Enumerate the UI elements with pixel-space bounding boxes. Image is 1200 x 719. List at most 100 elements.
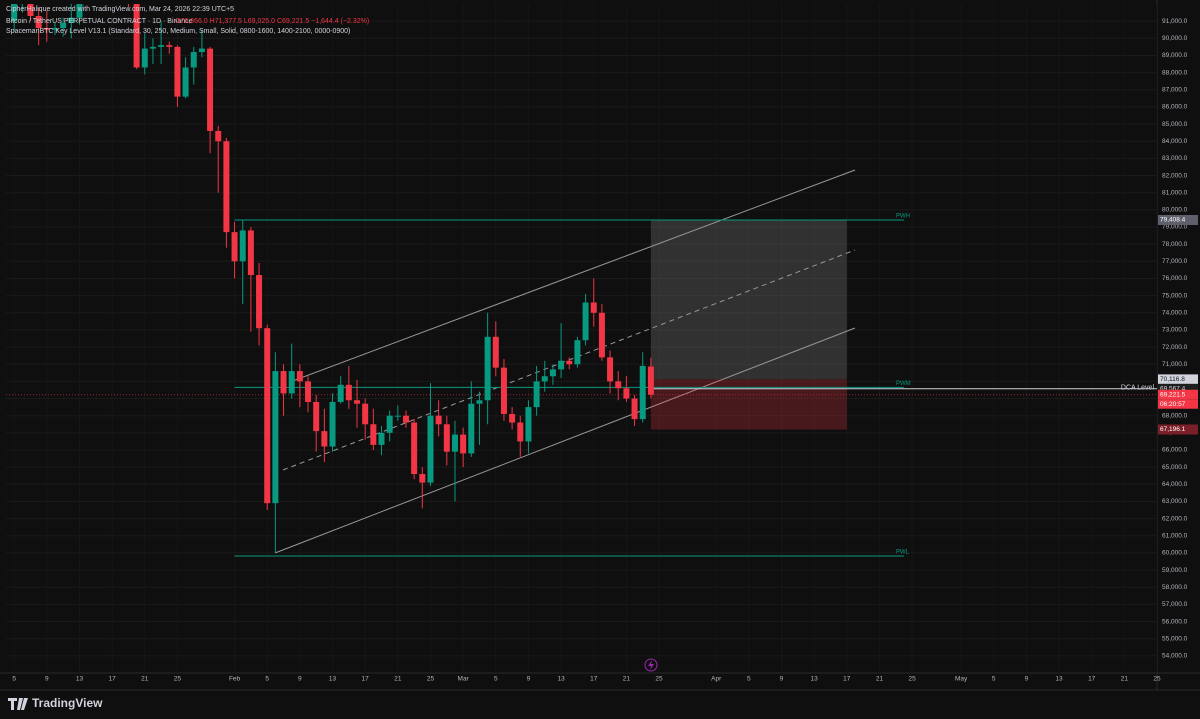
y-tick-label: 75,000.0 xyxy=(1162,292,1188,299)
candle-body xyxy=(174,46,181,97)
x-tick-label: 9 xyxy=(45,676,49,683)
x-tick-label: 25 xyxy=(655,676,663,683)
candle-body xyxy=(615,381,622,389)
x-tick-label: 13 xyxy=(811,676,819,683)
y-tick-label: 86,000.0 xyxy=(1162,104,1188,111)
candle-body xyxy=(492,336,499,368)
y-tick-label: 79,000.0 xyxy=(1162,224,1188,231)
candle-body xyxy=(272,371,279,504)
price-label-box xyxy=(1158,374,1198,385)
price-label-box xyxy=(1158,214,1198,225)
y-tick-label: 80,000.0 xyxy=(1162,207,1188,214)
candle-body xyxy=(60,22,67,29)
candle-body xyxy=(386,415,393,433)
x-tick-label: 5 xyxy=(747,676,751,683)
credit: CipherHalique created with TradingView.c… xyxy=(6,6,234,13)
candle-body xyxy=(288,371,295,394)
candle-body xyxy=(182,67,189,97)
y-tick-label: 60,000.0 xyxy=(1162,550,1188,557)
y-tick-label: 78,000.0 xyxy=(1162,241,1188,248)
logo[interactable] xyxy=(8,698,28,710)
x-tick-label: 25 xyxy=(174,676,182,683)
candle-body xyxy=(296,371,303,382)
candle-body xyxy=(362,403,369,425)
candle-body xyxy=(207,48,214,131)
candle-body xyxy=(149,46,156,49)
candle-body xyxy=(411,422,418,475)
candle-body xyxy=(256,275,263,329)
key-level-label: PWM xyxy=(896,381,911,387)
x-tick-label: May xyxy=(955,676,968,683)
x-tick-label: 25 xyxy=(1153,676,1161,683)
y-tick-label: 62,000.0 xyxy=(1162,515,1188,522)
x-tick-label: 5 xyxy=(494,676,498,683)
y-tick-label: 73,000.0 xyxy=(1162,327,1188,334)
y-tick-label: 87,000.0 xyxy=(1162,86,1188,93)
y-tick-label: 57,000.0 xyxy=(1162,601,1188,608)
y-tick-label: 58,000.0 xyxy=(1162,584,1188,591)
candle-body xyxy=(215,130,222,142)
price-label-box xyxy=(1158,424,1198,435)
y-tick-label: 85,000.0 xyxy=(1162,121,1188,128)
y-tick-label: 83,000.0 xyxy=(1162,155,1188,162)
x-tick-label: 17 xyxy=(1088,676,1096,683)
y-tick-label: 90,000.0 xyxy=(1162,35,1188,42)
x-tick-label: 9 xyxy=(527,676,531,683)
y-tick-label: 82,000.0 xyxy=(1162,172,1188,179)
candle-body xyxy=(190,52,197,68)
candle-body xyxy=(419,474,426,483)
y-tick-label: 59,000.0 xyxy=(1162,567,1188,574)
x-tick-label: 25 xyxy=(908,676,916,683)
y-tick-label: 71,000.0 xyxy=(1162,361,1188,368)
channel-upper xyxy=(289,169,856,383)
price-label: 69,567.4 xyxy=(1160,386,1186,393)
candle-body xyxy=(76,4,83,18)
candle-body xyxy=(51,28,58,30)
candle-body xyxy=(574,340,581,365)
candle-body xyxy=(427,415,434,483)
candle-body xyxy=(329,401,336,447)
countdown-box xyxy=(1158,399,1198,409)
countdown: 06:20:57 xyxy=(1160,401,1186,408)
x-tick-label: 21 xyxy=(394,676,402,683)
candle-body xyxy=(517,422,524,442)
x-tick-label: 25 xyxy=(427,676,435,683)
candle-body xyxy=(337,384,344,402)
candle-body xyxy=(590,302,597,313)
x-tick-label: 13 xyxy=(1055,676,1063,683)
candle-body xyxy=(582,302,589,341)
key-level-label: PWH xyxy=(896,214,910,220)
candle-body xyxy=(525,407,532,442)
candle-body xyxy=(378,432,385,445)
x-tick-label: 13 xyxy=(557,676,565,683)
candle-body xyxy=(354,400,361,404)
candle-body xyxy=(43,28,50,30)
event-icon[interactable] xyxy=(644,658,658,672)
candle-body xyxy=(321,431,328,447)
x-tick-label: 21 xyxy=(141,676,149,683)
y-tick-label: 61,000.0 xyxy=(1162,532,1188,539)
y-tick-label: 84,000.0 xyxy=(1162,138,1188,145)
candle-body xyxy=(566,360,573,365)
y-tick-label: 88,000.0 xyxy=(1162,69,1188,76)
candle-body xyxy=(500,367,507,414)
y-tick-label: 72,000.0 xyxy=(1162,344,1188,351)
candle-body xyxy=(402,415,409,423)
candle-body xyxy=(558,360,565,370)
y-tick-label: 66,000.0 xyxy=(1162,447,1188,454)
candle-body xyxy=(631,398,638,420)
plot-area xyxy=(6,4,1157,673)
y-tick-label: 54,000.0 xyxy=(1162,653,1188,660)
x-tick-label: 21 xyxy=(623,676,631,683)
x-tick-label: 17 xyxy=(590,676,598,683)
price-label: 79,408.4 xyxy=(1160,217,1186,224)
candle-body xyxy=(394,415,401,417)
candle-body xyxy=(533,381,540,408)
brand[interactable]: TradingView xyxy=(32,696,103,710)
candle-body xyxy=(509,413,516,423)
x-tick-label: Mar xyxy=(458,676,470,683)
quote: O70,866.0 H71,377.5 L69,025.0 C69,221.5 … xyxy=(175,18,369,25)
x-tick-label: 17 xyxy=(109,676,117,683)
x-tick-label: 17 xyxy=(362,676,370,683)
